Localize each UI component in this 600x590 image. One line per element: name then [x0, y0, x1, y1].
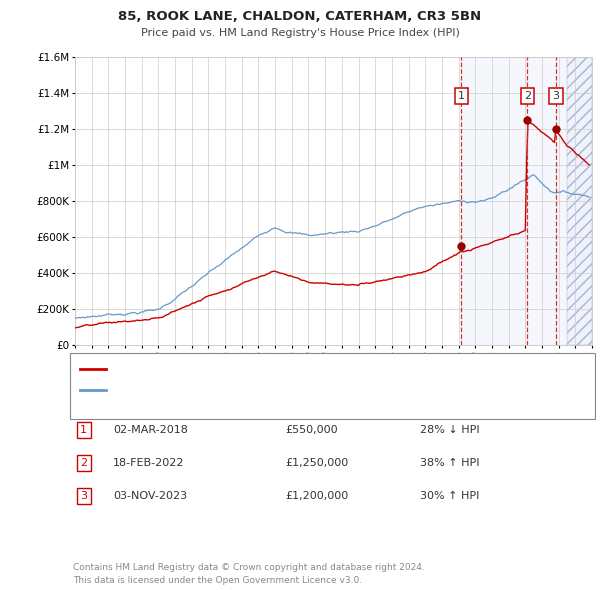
Text: 30% ↑ HPI: 30% ↑ HPI — [420, 491, 479, 501]
Text: £1,200,000: £1,200,000 — [285, 491, 348, 501]
Text: £1,250,000: £1,250,000 — [285, 458, 348, 468]
Bar — [461, 57, 592, 345]
Text: 18-FEB-2022: 18-FEB-2022 — [113, 458, 185, 468]
Text: 3: 3 — [553, 91, 559, 101]
Text: 1: 1 — [80, 425, 88, 435]
Text: 28% ↓ HPI: 28% ↓ HPI — [420, 425, 479, 435]
Bar — [567, 57, 592, 345]
Text: 38% ↑ HPI: 38% ↑ HPI — [420, 458, 479, 468]
Text: £550,000: £550,000 — [285, 425, 338, 435]
Text: This data is licensed under the Open Government Licence v3.0.: This data is licensed under the Open Gov… — [73, 576, 362, 585]
Text: 02-MAR-2018: 02-MAR-2018 — [113, 425, 188, 435]
Text: 3: 3 — [80, 491, 88, 501]
Text: 85, ROOK LANE, CHALDON, CATERHAM, CR3 5BN: 85, ROOK LANE, CHALDON, CATERHAM, CR3 5B… — [118, 10, 482, 23]
Text: 2: 2 — [80, 458, 88, 468]
Text: 85, ROOK LANE, CHALDON, CATERHAM, CR3 5BN (detached house): 85, ROOK LANE, CHALDON, CATERHAM, CR3 5B… — [110, 364, 461, 374]
Text: 03-NOV-2023: 03-NOV-2023 — [113, 491, 187, 501]
Bar — [567, 57, 592, 345]
Text: 2: 2 — [524, 91, 531, 101]
Text: HPI: Average price, detached house, Tandridge: HPI: Average price, detached house, Tand… — [110, 385, 354, 395]
Text: Price paid vs. HM Land Registry's House Price Index (HPI): Price paid vs. HM Land Registry's House … — [140, 28, 460, 38]
Text: Contains HM Land Registry data © Crown copyright and database right 2024.: Contains HM Land Registry data © Crown c… — [73, 563, 425, 572]
Text: 1: 1 — [458, 91, 465, 101]
